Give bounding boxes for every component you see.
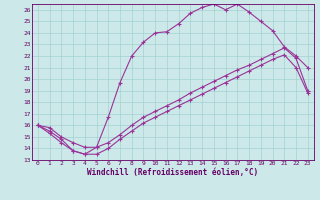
X-axis label: Windchill (Refroidissement éolien,°C): Windchill (Refroidissement éolien,°C) [87,168,258,177]
